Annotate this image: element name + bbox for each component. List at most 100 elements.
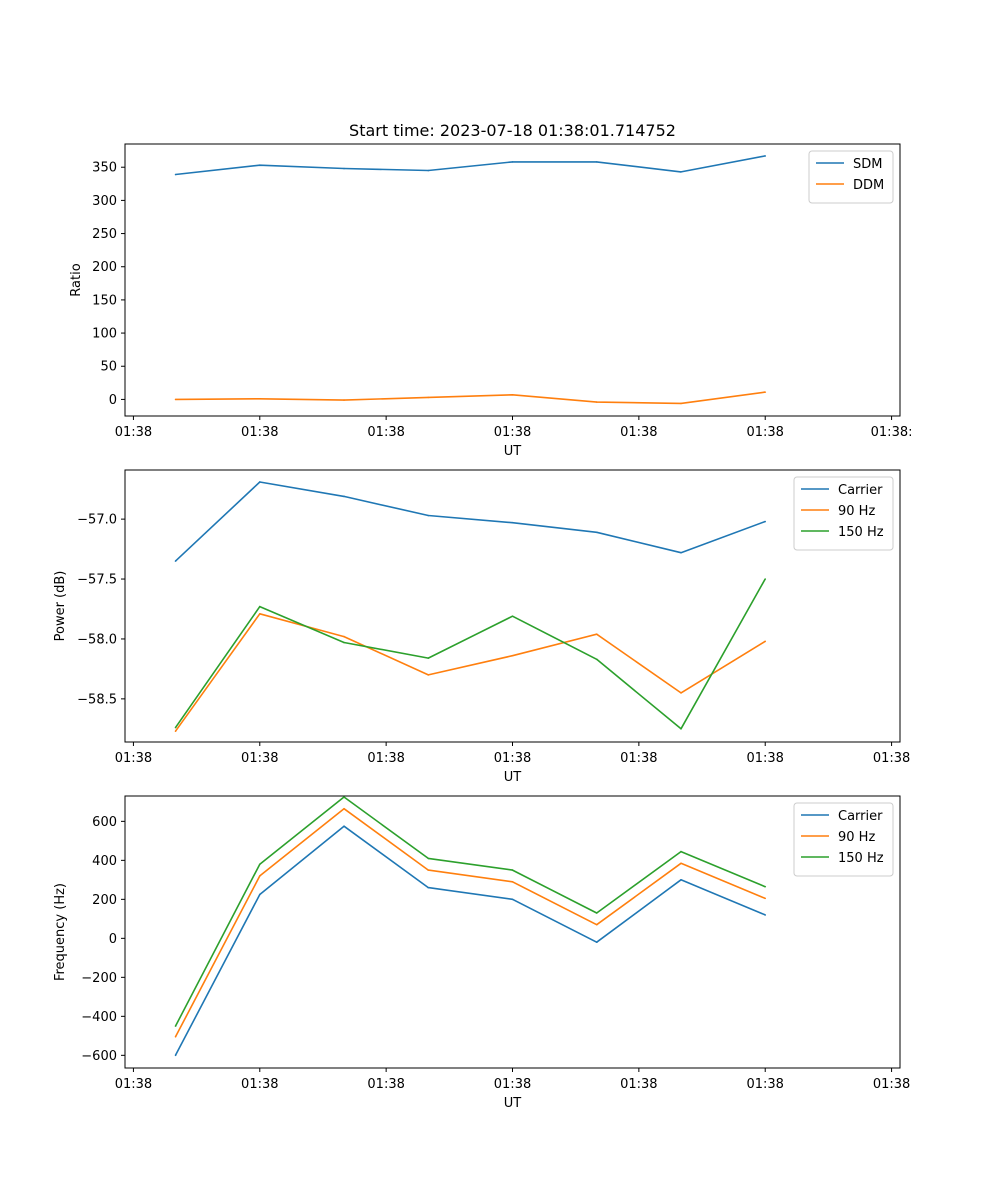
y-tick-label: 250 [92,227,117,242]
legend-label: SDM [853,157,882,172]
data-point [680,402,682,405]
x-tick-label: 01:38 [241,751,278,766]
series-line-150-hz [174,578,766,730]
legend: SDM DDM [808,150,894,204]
data-point [343,167,345,170]
x-axis-label: UT [504,1096,522,1111]
data-point [511,161,514,163]
x-tick-label: 01:38 [367,1077,404,1092]
x-tick-label: 01:38 [746,1077,783,1092]
series-line-carrier [174,481,766,562]
data-point [764,897,767,900]
data-point [343,796,345,798]
data-point [258,893,261,896]
data-point [595,941,598,944]
series-line-90-hz [174,807,766,1038]
y-tick-label: 100 [92,327,117,342]
legend-label: 150 Hz [838,851,884,866]
data-point [511,869,514,871]
legend-label: 150 Hz [838,525,884,540]
legend: Carrier 90 Hz 150 Hz [793,476,894,551]
y-tick-label: 50 [100,360,117,375]
y-tick-label: 0 [109,932,117,947]
data-point [595,912,598,914]
data-point [680,850,682,853]
data-point [343,641,345,644]
data-point [427,657,430,659]
data-point [174,173,177,176]
data-point [258,875,261,877]
data-point [680,728,682,730]
x-tick-label: 01:38 [367,425,404,440]
data-point [511,654,514,657]
x-tick-label: 01:38 [746,425,783,440]
y-tick-label: 300 [92,194,117,209]
data-point [511,880,514,883]
x-axis-label: UT [504,770,522,785]
x-tick-label: 01:38: [871,425,913,440]
legend-box [808,150,894,204]
series-line-carrier [174,825,766,1056]
data-point [511,521,514,524]
data-point [595,161,598,163]
y-tick-label: −57.0 [77,513,117,528]
data-point [764,885,767,888]
data-point [764,640,767,643]
x-tick-label: 01:38 [115,751,152,766]
data-point [343,825,345,828]
y-tick-label: 400 [92,854,117,869]
y-axis-label: Frequency (Hz) [53,883,68,981]
y-tick-label: −58.5 [77,692,117,707]
y-tick-label: −600 [81,1049,117,1064]
data-point [427,869,430,871]
data-point [511,898,514,901]
legend-label: Carrier [838,809,883,824]
series-line-ddm [175,391,766,405]
data-point [174,1025,177,1027]
data-point [427,169,430,172]
data-point [343,495,345,498]
x-tick-label: 01:38 [746,751,783,766]
x-tick-label: 01:38 [620,751,657,766]
data-point [258,164,261,167]
data-point [595,531,598,534]
data-point [427,396,430,399]
data-point [595,401,598,403]
chart-title: Start time: 2023-07-18 01:38:01.714752 [349,121,676,140]
data-point [595,633,598,635]
x-tick-label: 01:38 [115,1077,152,1092]
y-axis-label: Power (dB) [53,571,68,642]
data-point [174,1054,177,1057]
data-point [764,520,767,523]
data-point [680,692,682,694]
legend-label: Carrier [838,483,883,498]
data-point [680,879,682,881]
data-point [343,635,345,638]
subplot-3: 01:38 01:38 01:38 01:38 01:38 01:38 01:38 −600 −… [53,795,910,1111]
data-point [680,171,682,173]
data-point [174,730,177,733]
legend-label: 90 Hz [838,830,875,845]
series-line-90-hz [174,612,766,732]
x-axis-label: UT [504,444,522,459]
x-tick-label: 01:38 [494,425,531,440]
data-point [511,393,514,396]
data-point [427,514,430,517]
data-point [258,605,261,608]
y-tick-label: 600 [92,815,117,830]
y-tick-label: −200 [81,971,117,986]
x-tick-label: 01:38 [241,425,278,440]
data-point [511,615,514,617]
x-tick-label: 01:38 [873,1077,910,1092]
y-tick-label: −57.5 [77,573,117,588]
y-tick-label: −58.0 [77,632,117,647]
x-tick-label: 01:38 [494,1077,531,1092]
data-point [680,862,682,865]
data-point [258,397,261,400]
data-point [764,914,767,916]
y-tick-label: 0 [109,393,117,408]
legend-label: DDM [853,178,884,193]
series-line-150-hz [174,796,766,1027]
y-tick-label: 350 [92,161,117,176]
